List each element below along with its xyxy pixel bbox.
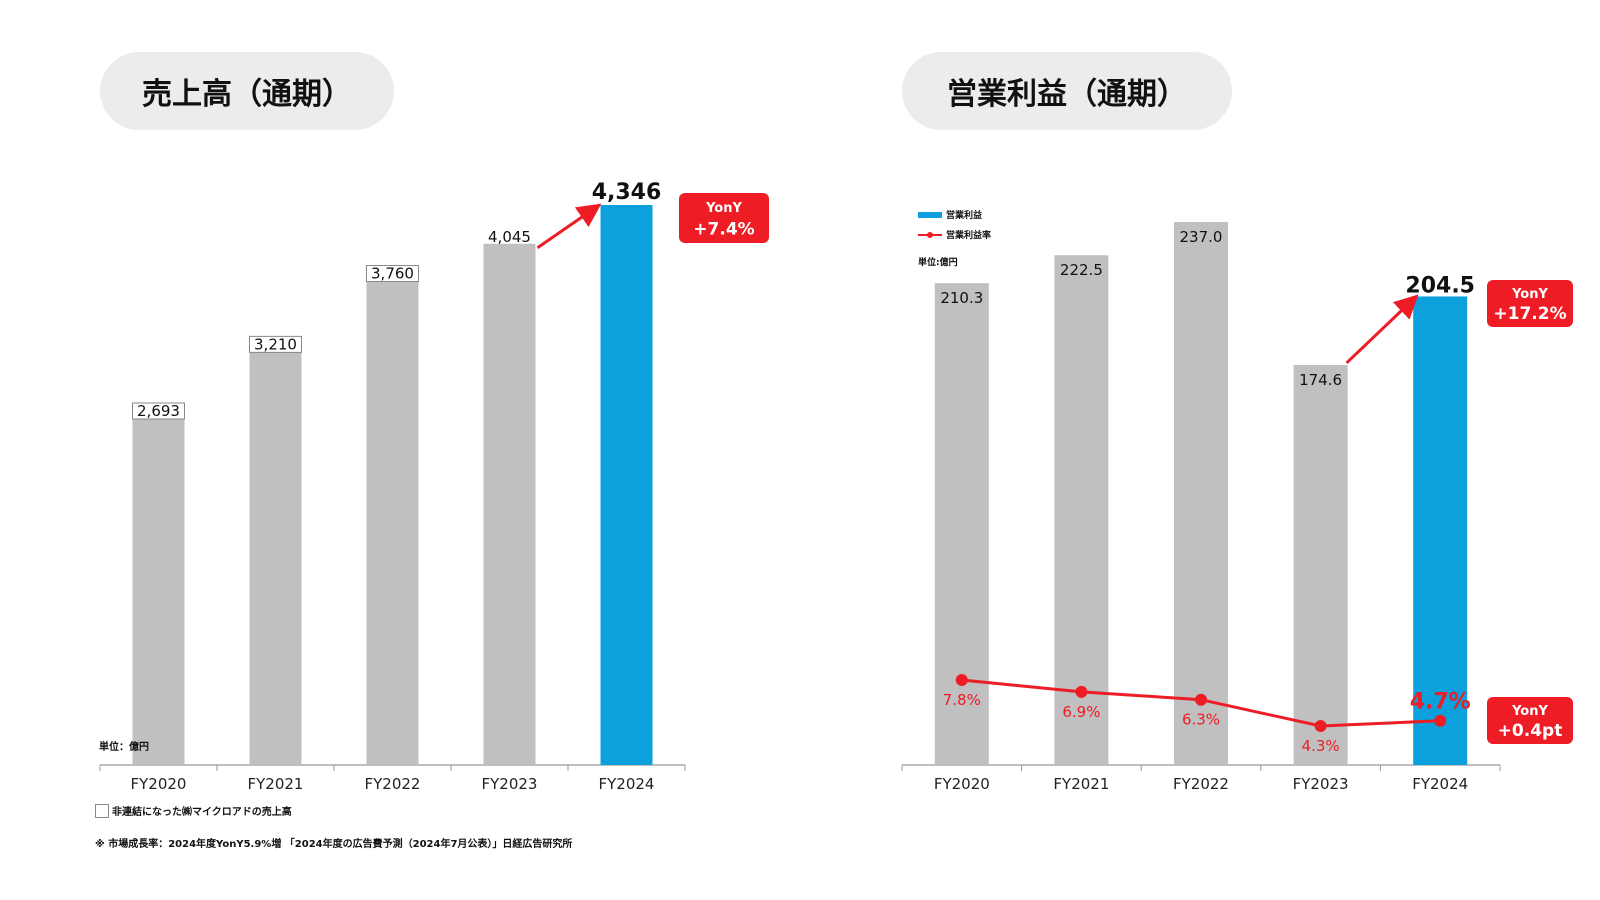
right-tick-label-fy2022: FY2022 xyxy=(1173,775,1229,793)
right-bar-fy2021 xyxy=(1054,255,1109,766)
right-growth-arrow xyxy=(1345,294,1419,365)
left-legend-note: 非連結になった㈱マイクロアドの売上高 xyxy=(95,803,292,818)
margin-label-fy2022: 6.3% xyxy=(1182,711,1220,729)
left-legend-note-text: 非連結になった㈱マイクロアドの売上高 xyxy=(112,807,292,818)
left-unit-note: 単位：億円 xyxy=(99,742,149,753)
left-value-label-box xyxy=(132,402,185,420)
left-tick-label-fy2020: FY2020 xyxy=(131,775,187,793)
left-value-label-fy2023: 4,045 xyxy=(488,228,531,246)
legend-bar-swatch xyxy=(918,211,942,218)
legend-line-label: 営業利益率 xyxy=(946,231,992,241)
left-yony-label: YonY xyxy=(705,201,742,216)
left-value-label-fy2024: 4,346 xyxy=(592,180,662,205)
right-unit-note: 単位:億円 xyxy=(918,258,958,268)
right-tick-label-fy2023: FY2023 xyxy=(1293,775,1349,793)
left-bar-fy2022 xyxy=(366,280,419,765)
margin-point-fy2020 xyxy=(955,674,968,686)
market-growth-footnote: ※ 市場成長率：2024年度YonY5.9%増 「2024年度の広告費予測（20… xyxy=(95,839,573,850)
right-value-label-fy2022: 237.0 xyxy=(1180,228,1223,246)
legend-line-swatch xyxy=(918,231,942,238)
right-yony-margin-value: +0.4pt xyxy=(1498,721,1563,741)
left-bar-fy2023 xyxy=(483,243,536,765)
left-growth-arrow xyxy=(536,203,602,250)
margin-point-fy2022 xyxy=(1195,693,1207,706)
left-bar-fy2021 xyxy=(249,351,302,765)
right-yony-profit-label: YonY xyxy=(1511,287,1548,302)
left-tick-label-fy2023: FY2023 xyxy=(482,775,538,793)
right-value-label-fy2020: 210.3 xyxy=(940,289,983,307)
left-value-label-box xyxy=(249,335,302,353)
left-bar-fy2024 xyxy=(600,205,653,765)
margin-label-fy2020: 7.8% xyxy=(943,691,981,709)
left-value-label-fy2020: 2,693 xyxy=(137,402,180,420)
right-tick-label-fy2024: FY2024 xyxy=(1412,775,1468,793)
right-bar-fy2024 xyxy=(1413,296,1468,765)
left-tick-label-fy2021: FY2021 xyxy=(248,775,304,793)
right-bar-fy2023 xyxy=(1293,364,1348,765)
left-bar-fy2020 xyxy=(132,417,185,765)
right-value-label-fy2024: 204.5 xyxy=(1405,273,1475,298)
right-bar-fy2022 xyxy=(1174,222,1228,765)
right-yony-profit-value: +17.2% xyxy=(1493,304,1566,324)
right-yony-profit-bubble xyxy=(1487,280,1573,327)
right-yony-margin-label: YonY xyxy=(1511,704,1548,719)
right-yony-margin-bubble xyxy=(1487,697,1573,744)
legend-line-item: 営業利益率 xyxy=(918,228,991,241)
right-value-label-fy2023: 174.6 xyxy=(1299,371,1342,389)
margin-point-fy2024 xyxy=(1434,714,1447,727)
margin-label-fy2021: 6.9% xyxy=(1062,703,1100,721)
left-value-label-fy2022: 3,760 xyxy=(371,265,414,283)
left-tick-label-fy2024: FY2024 xyxy=(599,775,655,793)
margin-label-fy2023: 4.3% xyxy=(1302,737,1340,755)
legend-bar-label: 営業利益 xyxy=(946,211,983,221)
right-tick-label-fy2021: FY2021 xyxy=(1053,775,1109,793)
right-tick-label-fy2020: FY2020 xyxy=(934,775,990,793)
margin-point-fy2021 xyxy=(1075,685,1088,698)
margin-point-fy2023 xyxy=(1314,720,1327,732)
left-value-label-fy2021: 3,210 xyxy=(254,335,297,353)
left-tick-label-fy2022: FY2022 xyxy=(365,775,421,793)
legend-bar-item: 営業利益 xyxy=(918,208,982,221)
left-value-label-box xyxy=(366,265,419,283)
margin-label-fy2024: 4.7% xyxy=(1410,690,1471,715)
left-yony-value: +7.4% xyxy=(693,220,754,240)
operating-profit-title: 営業利益（通期） xyxy=(902,52,1232,130)
right-value-label-fy2021: 222.5 xyxy=(1060,261,1103,279)
outlined-box-legend-icon xyxy=(95,803,109,818)
left-yony-bubble xyxy=(679,193,769,243)
revenue-title: 売上高（通期） xyxy=(100,52,394,130)
